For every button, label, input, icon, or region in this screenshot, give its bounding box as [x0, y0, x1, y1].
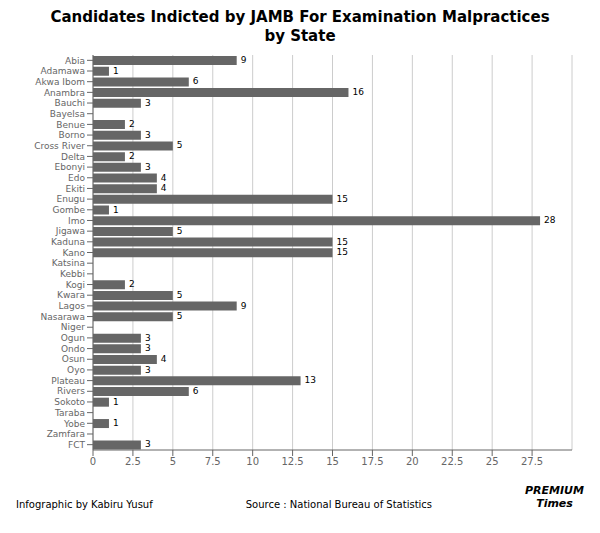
- svg-text:6: 6: [193, 386, 199, 396]
- svg-text:Akwa Ibom: Akwa Ibom: [35, 77, 85, 87]
- svg-text:Sokoto: Sokoto: [54, 397, 85, 407]
- svg-text:13: 13: [305, 375, 316, 385]
- svg-text:Kwara: Kwara: [57, 290, 85, 300]
- svg-text:27.5: 27.5: [521, 456, 543, 467]
- svg-text:3: 3: [145, 365, 151, 375]
- svg-text:Rivers: Rivers: [57, 386, 85, 396]
- svg-text:2: 2: [129, 119, 135, 129]
- svg-text:16: 16: [352, 87, 364, 97]
- svg-text:12.5: 12.5: [281, 456, 303, 467]
- svg-text:Benue: Benue: [56, 120, 85, 130]
- svg-text:2.5: 2.5: [125, 456, 141, 467]
- svg-text:FCT: FCT: [68, 440, 85, 450]
- svg-text:Ogun: Ogun: [61, 333, 85, 343]
- svg-text:Zamfara: Zamfara: [47, 429, 85, 439]
- svg-text:1: 1: [113, 397, 119, 407]
- svg-text:5: 5: [177, 140, 183, 150]
- svg-text:Oyo: Oyo: [67, 365, 85, 375]
- html-text:Candidates Indicted by JAMB Fo: Candidates Indicted by JAMB For Examinat…: [50, 8, 550, 45]
- svg-text:Katsina: Katsina: [52, 258, 85, 268]
- html-text:PREMIUM Times: PREMIUM Times: [525, 484, 584, 510]
- svg-text:Ondo: Ondo: [61, 344, 86, 354]
- svg-text:Adamawa: Adamawa: [41, 66, 85, 76]
- svg-text:Taraba: Taraba: [54, 408, 85, 418]
- svg-text:7.5: 7.5: [205, 456, 221, 467]
- svg-text:28: 28: [544, 215, 556, 225]
- svg-text:17.5: 17.5: [361, 456, 383, 467]
- svg-text:9: 9: [241, 301, 247, 311]
- svg-text:25: 25: [486, 456, 499, 467]
- svg-text:Niger: Niger: [61, 322, 85, 332]
- svg-text:4: 4: [161, 354, 167, 364]
- svg-text:15: 15: [337, 194, 348, 204]
- svg-text:15: 15: [337, 247, 348, 257]
- svg-text:2: 2: [129, 279, 135, 289]
- svg-text:Kebbi: Kebbi: [60, 269, 85, 279]
- svg-text:Edo: Edo: [68, 173, 85, 183]
- svg-text:Osun: Osun: [62, 354, 85, 364]
- svg-text:Cross River: Cross River: [34, 141, 85, 151]
- svg-text:2: 2: [129, 151, 135, 161]
- svg-text:5: 5: [177, 226, 183, 236]
- svg-text:Bauchi: Bauchi: [54, 98, 85, 108]
- html-text:Source : National Bureau of St: Source : National Bureau of Statistics: [245, 499, 432, 510]
- html-text:Infographic by Kabiru Yusuf: Infographic by Kabiru Yusuf: [16, 499, 153, 510]
- svg-text:Ekiti: Ekiti: [66, 184, 85, 194]
- svg-text:3: 3: [145, 333, 151, 343]
- svg-text:5: 5: [177, 290, 183, 300]
- svg-text:Yobe: Yobe: [63, 419, 86, 429]
- svg-text:Kaduna: Kaduna: [51, 237, 85, 247]
- svg-text:1: 1: [113, 66, 119, 76]
- svg-text:22.5: 22.5: [441, 456, 463, 467]
- svg-text:Kogi: Kogi: [66, 280, 85, 290]
- svg-text:3: 3: [145, 439, 151, 449]
- svg-text:15: 15: [337, 237, 348, 247]
- svg-text:Delta: Delta: [61, 152, 85, 162]
- svg-text:3: 3: [145, 162, 151, 172]
- svg-text:5: 5: [170, 456, 176, 467]
- svg-text:3: 3: [145, 343, 151, 353]
- svg-text:3: 3: [145, 130, 151, 140]
- svg-text:15: 15: [326, 456, 339, 467]
- svg-text:Enugu: Enugu: [56, 194, 85, 204]
- svg-text:Abia: Abia: [65, 56, 85, 66]
- svg-text:Borno: Borno: [59, 130, 86, 140]
- svg-text:5: 5: [177, 311, 183, 321]
- svg-text:Plateau: Plateau: [51, 376, 85, 386]
- svg-text:Kano: Kano: [63, 248, 86, 258]
- svg-text:9: 9: [241, 55, 247, 65]
- svg-text:Lagos: Lagos: [59, 301, 86, 311]
- svg-text:3: 3: [145, 98, 151, 108]
- svg-text:Bayelsa: Bayelsa: [50, 109, 85, 119]
- svg-text:4: 4: [161, 173, 167, 183]
- svg-text:10: 10: [246, 456, 259, 467]
- svg-text:4: 4: [161, 183, 167, 193]
- svg-text:1: 1: [113, 205, 119, 215]
- svg-text:Gombe: Gombe: [53, 205, 86, 215]
- svg-text:0: 0: [90, 456, 96, 467]
- svg-text:Ebonyi: Ebonyi: [55, 162, 85, 172]
- svg-text:1: 1: [113, 418, 119, 428]
- svg-text:Anambra: Anambra: [44, 88, 85, 98]
- svg-text:6: 6: [193, 76, 199, 86]
- svg-text:Nasarawa: Nasarawa: [40, 312, 85, 322]
- svg-text:Imo: Imo: [68, 216, 85, 226]
- svg-text:20: 20: [406, 456, 419, 467]
- svg-text:Jigawa: Jigawa: [55, 226, 85, 236]
